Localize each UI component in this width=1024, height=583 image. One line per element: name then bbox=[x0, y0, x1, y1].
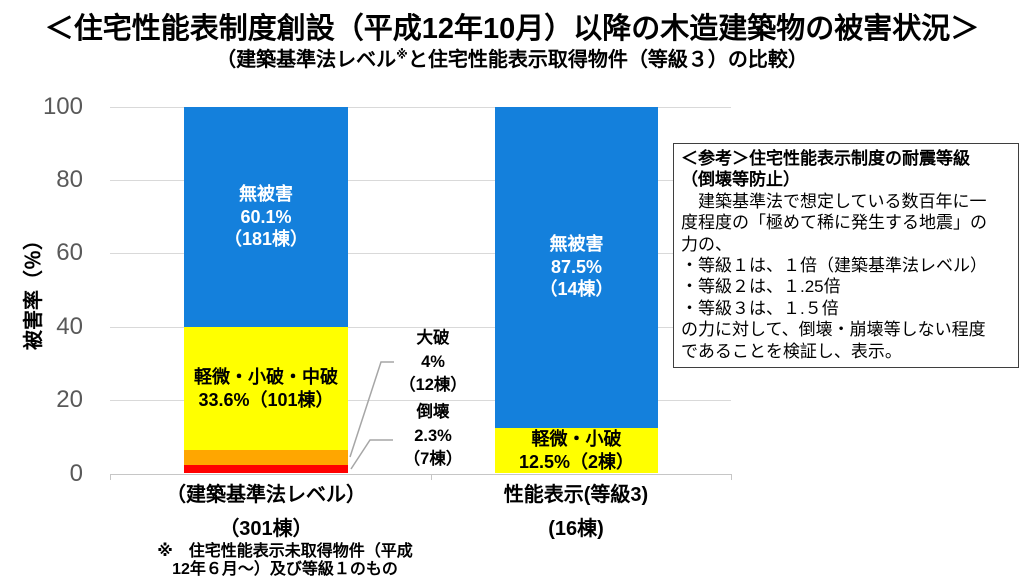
bar-segment-label: 33.6%（101棟） bbox=[198, 389, 334, 410]
reference-box-body-line: であることを検証し、表示。 bbox=[681, 341, 902, 361]
subtitle-footnote-marker: ※ bbox=[396, 47, 408, 62]
annotation-severe-damage: 大破 4% （12棟） bbox=[368, 327, 498, 398]
bar-segment-label: 軽微・小破 bbox=[531, 429, 622, 450]
bar-segment-倒壊 bbox=[184, 465, 348, 474]
annotation-line: 倒壊 bbox=[416, 403, 450, 421]
subtitle-text-post: と住宅性能表示取得物件（等級３）の比較） bbox=[407, 49, 808, 71]
bar-segment-大破 bbox=[184, 450, 348, 466]
y-tick-label-40: 40 bbox=[56, 312, 83, 340]
y-tick-label-20: 20 bbox=[56, 386, 83, 414]
annotation-line: 大破 bbox=[416, 329, 450, 347]
x-axis-label-line: 性能表示(等級3) bbox=[503, 484, 649, 506]
bar-segment-label: 87.5% bbox=[550, 256, 603, 277]
bar-segment-label: 軽微・小破・中破 bbox=[194, 367, 338, 388]
bar-segment-無被害: 無被害 87.5% （14棟） bbox=[495, 106, 658, 428]
reference-box-heading-line: （倒壊等防止） bbox=[681, 170, 800, 190]
reference-box-body-line: ・等級３は、１.５倍 bbox=[681, 298, 839, 318]
x-axis-label-left: （建築基準法レベル） （301棟） bbox=[144, 483, 388, 542]
gridline-100 bbox=[110, 106, 731, 108]
chart-title: ＜住宅性能表制度創設（平成12年10月）以降の木造建築物の被害状況＞ bbox=[44, 13, 980, 45]
x-axis-label-right: 性能表示(等級3) (16棟) bbox=[454, 483, 698, 542]
bar-segment-label: 12.5%（2棟） bbox=[518, 451, 635, 472]
bar-segment-無被害: 無被害 60.1% （181棟） bbox=[184, 106, 348, 328]
reference-box-text: ＜参考＞住宅性能表示制度の耐震等級 （倒壊等防止） 建築基準法で想定している数百年… bbox=[681, 148, 1011, 362]
bar-segment-label: 無被害 bbox=[239, 184, 293, 205]
gridline-80 bbox=[110, 179, 731, 181]
bar-segment-label: （14棟） bbox=[539, 279, 614, 300]
reference-box: ＜参考＞住宅性能表示制度の耐震等級 （倒壊等防止） 建築基準法で想定している数百年… bbox=[673, 143, 1019, 368]
gridline-60 bbox=[110, 253, 731, 255]
x-axis-line bbox=[110, 473, 731, 475]
reference-box-heading-line: ＜参考＞住宅性能表示制度の耐震等級 bbox=[681, 149, 970, 168]
annotation-line: （7棟） bbox=[403, 450, 463, 468]
x-axis-tick-1 bbox=[431, 473, 432, 480]
reference-box-body-line: の力に対して、倒壊・崩壊等しない程度 bbox=[681, 320, 986, 340]
gridline-20 bbox=[110, 400, 731, 402]
annotation-line: （12棟） bbox=[399, 376, 467, 394]
bar-segment-label: 無被害 bbox=[549, 234, 604, 255]
subtitle-text-pre: （建築基準法レベル bbox=[216, 49, 397, 71]
annotation-line: 2.3% bbox=[414, 426, 452, 445]
y-tick-label-0: 0 bbox=[69, 459, 83, 487]
x-axis-label-line: (16棟) bbox=[548, 518, 604, 540]
chart-subtitle: （建築基準法レベル※と住宅性能表示取得物件（等級３）の比較） bbox=[0, 43, 1024, 72]
x-axis-label-line: （建築基準法レベル） bbox=[166, 484, 366, 506]
y-tick-label-100: 100 bbox=[42, 92, 83, 120]
x-axis-label-line: （301棟） bbox=[219, 518, 313, 540]
reference-box-body-line: 建築基準法で想定している数百年に一 bbox=[681, 191, 987, 211]
footnote-line: ※ 住宅性能表示未取得物件（平成 bbox=[157, 543, 413, 560]
bar-segment-label: （181棟） bbox=[223, 229, 309, 250]
footnote: ※ 住宅性能表示未取得物件（平成 12年６月～）及び等級１のもの bbox=[135, 543, 435, 578]
footnote-line: 12年６月～）及び等級１のもの bbox=[172, 560, 398, 578]
gridline-40 bbox=[110, 326, 731, 328]
y-tick-label-60: 60 bbox=[56, 239, 83, 267]
reference-box-body-line: ・等級２は、１.25倍 bbox=[681, 277, 841, 297]
reference-box-body-line: ・等級１は、１倍（建築基準法レベル） bbox=[681, 256, 987, 276]
x-axis-tick-0 bbox=[110, 473, 111, 480]
bar-segment-軽微・小破: 軽微・小破 12.5%（2棟） bbox=[495, 427, 658, 474]
annotation-line: 4% bbox=[421, 352, 445, 371]
bar-segment-軽微・小破・中破: 軽微・小破・中破 33.6%（101棟） bbox=[184, 327, 348, 451]
reference-box-body-line: 度程度の「極めて稀に発生する地震」の bbox=[681, 213, 987, 233]
x-axis-tick-2 bbox=[731, 473, 732, 480]
annotation-collapse: 倒壊 2.3% （7棟） bbox=[368, 401, 498, 472]
reference-box-body-line: 力の、 bbox=[681, 234, 732, 254]
bar-segment-label: 60.1% bbox=[240, 206, 292, 227]
y-tick-label-80: 80 bbox=[56, 165, 83, 193]
y-axis-title: 被害率（％） bbox=[23, 230, 45, 350]
